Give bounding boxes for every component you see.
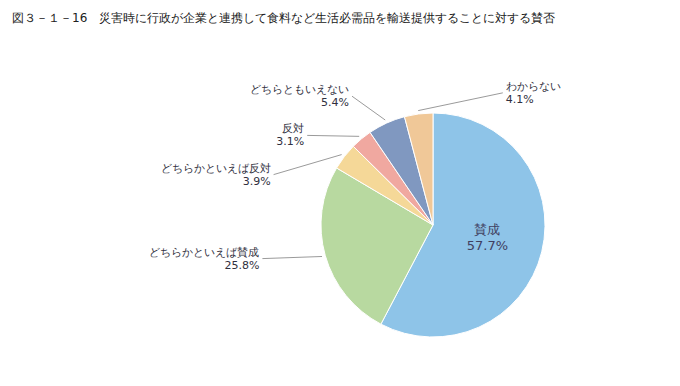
svg-text:わからない4.1%: わからない4.1% bbox=[506, 80, 561, 106]
svg-text:どちらかといえば反対3.9%: どちらかといえば反対3.9% bbox=[161, 162, 271, 188]
html-text:災害時に行政が企業と連携して食料など生活必需品を輸送提供する: 災害時に行政が企業と連携して食料など生活必需品を輸送提供することに対する賛否 bbox=[99, 11, 556, 25]
svg-text:賛成57.7%: 賛成57.7% bbox=[467, 222, 508, 253]
svg-text:反対3.1%: 反対3.1% bbox=[276, 122, 304, 148]
html-text:図３－１－16: 図３－１－16 bbox=[12, 11, 88, 25]
svg-text:どちらともいえない5.4%: どちらともいえない5.4% bbox=[250, 83, 349, 109]
svg-text:どちらかといえば賛成25.8%: どちらかといえば賛成25.8% bbox=[149, 246, 259, 272]
